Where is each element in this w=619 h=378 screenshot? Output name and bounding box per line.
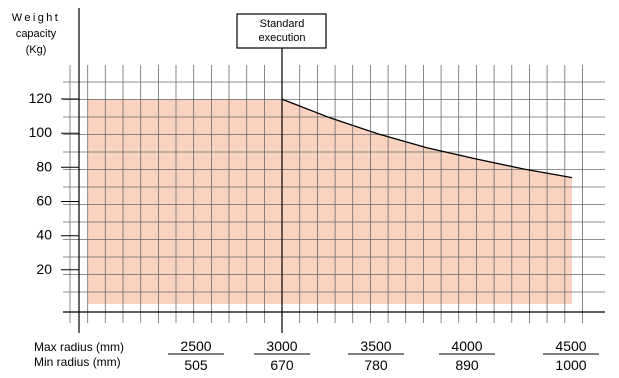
y-tick-label: 40 xyxy=(36,227,52,243)
x-tick-label-min: 780 xyxy=(364,357,388,373)
annotation-box xyxy=(236,13,327,49)
x-ticks: 2500 505 3000 670 3500 780 4000 890 4500 1000 xyxy=(168,338,599,373)
x-tick-label-min: 505 xyxy=(184,357,208,373)
x-tick-label-max: 3500 xyxy=(360,338,391,354)
y-label-line-3: (Kg) xyxy=(26,44,47,56)
y-tick-label: 100 xyxy=(29,124,53,140)
x-tick-label-min: 890 xyxy=(455,357,479,373)
y-tick-label: 80 xyxy=(36,158,52,174)
series-line xyxy=(281,98,573,179)
x-tick-label-min: 670 xyxy=(270,357,294,373)
y-tick-label: 20 xyxy=(36,261,52,277)
y-axis-label: Weight capacity (Kg) xyxy=(12,12,60,56)
capacity-area-fill xyxy=(88,99,572,304)
x-row-label-max: Max radius (mm) xyxy=(34,340,124,354)
y-label-line-2: capacity xyxy=(16,28,57,40)
y-tick-label: 60 xyxy=(36,193,52,209)
x-tick-label-min: 1000 xyxy=(555,357,586,373)
standard-execution-annotation: Standard execution xyxy=(236,13,327,49)
x-tick-label-max: 4500 xyxy=(555,338,586,354)
annotation-line-1: Standard xyxy=(260,18,305,30)
y-tick-label: 120 xyxy=(29,90,53,106)
y-ticks: 20 40 60 80 100 120 xyxy=(29,90,79,277)
x-tick-label-max: 2500 xyxy=(180,338,211,354)
annotation-line-2: execution xyxy=(258,32,305,44)
y-label-line-1: Weight xyxy=(12,12,60,24)
x-tick-label-max: 3000 xyxy=(266,338,297,354)
x-tick-label-max: 4000 xyxy=(451,338,482,354)
x-row-label-min: Min radius (mm) xyxy=(34,355,121,369)
